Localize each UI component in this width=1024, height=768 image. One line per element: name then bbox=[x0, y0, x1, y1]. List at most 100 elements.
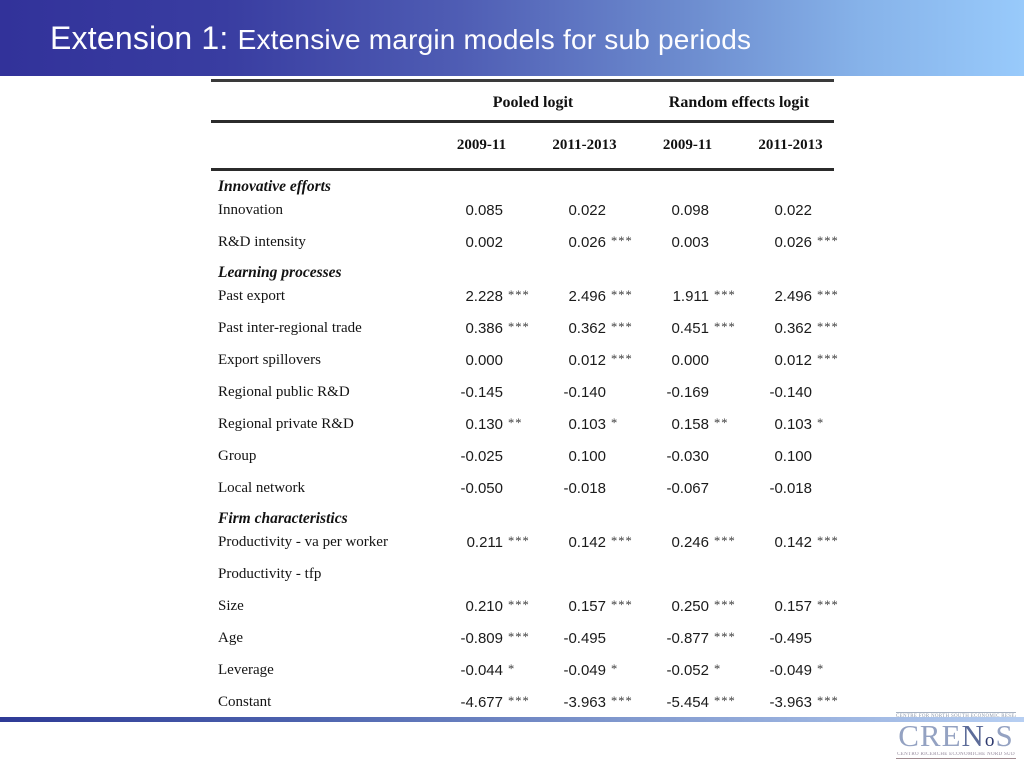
table-section-row: Learning processes bbox=[211, 258, 842, 280]
crenos-logo-cre: CRE bbox=[898, 718, 962, 753]
cell-value: -0.067 bbox=[666, 479, 709, 497]
row-label: Innovation bbox=[218, 201, 283, 218]
row-label: Past export bbox=[218, 287, 286, 304]
cell-value: 2.228 bbox=[465, 287, 503, 305]
cell-significance: ** bbox=[508, 415, 523, 430]
cell-value: 0.142 bbox=[774, 533, 812, 551]
cell-value: -0.145 bbox=[460, 383, 503, 401]
cell-significance: * bbox=[817, 661, 825, 676]
cell-significance: *** bbox=[817, 533, 839, 548]
slide-title: Extension 1: Extensive margin models for… bbox=[0, 20, 751, 57]
cell-value: 0.210 bbox=[465, 597, 503, 615]
cell-value: 1.911 bbox=[672, 287, 709, 305]
cell-value: 0.003 bbox=[671, 233, 709, 251]
cell-significance: *** bbox=[508, 287, 530, 302]
cell-significance: *** bbox=[714, 693, 736, 708]
table-row: Leverage -0.044 * -0.049 * -0.052 * -0.049 * bbox=[211, 654, 842, 686]
cell-significance: *** bbox=[817, 351, 839, 366]
section-label: Innovative efforts bbox=[218, 177, 331, 195]
cell-value: -0.030 bbox=[666, 447, 709, 465]
cell-significance: *** bbox=[611, 287, 633, 302]
cell-value: -0.140 bbox=[769, 383, 812, 401]
cell-value: 0.085 bbox=[465, 201, 503, 219]
cell-significance: * bbox=[817, 415, 825, 430]
cell-significance: *** bbox=[611, 351, 633, 366]
cell-value: 0.026 bbox=[774, 233, 812, 251]
table-row: Export spillovers 0.000 0.012 *** 0.000 0.012… bbox=[211, 344, 842, 376]
cell-value: 0.157 bbox=[774, 597, 812, 615]
cell-value: -5.454 bbox=[666, 693, 709, 711]
table-row: Age -0.809 *** -0.495 -0.877 *** -0.495 bbox=[211, 622, 842, 654]
row-label: Regional public R&D bbox=[218, 383, 350, 400]
row-label: Leverage bbox=[218, 661, 274, 678]
cell-value: 0.026 bbox=[568, 233, 606, 251]
table-row: Local network -0.050 -0.018 -0.067 -0.018 bbox=[211, 472, 842, 504]
table-row: Innovation 0.085 0.022 0.098 0.022 bbox=[211, 194, 842, 226]
crenos-logo-top-text: CENTRE FOR NORTH SOUTH ECONOMIC RESEARCH bbox=[896, 712, 1016, 719]
cell-value: 0.362 bbox=[774, 319, 812, 337]
cell-significance: *** bbox=[817, 693, 839, 708]
row-label: Size bbox=[218, 597, 244, 614]
crenos-logo-wordmark: CRENoS bbox=[896, 720, 1016, 751]
cell-value: -0.025 bbox=[460, 447, 503, 465]
cell-value: 0.100 bbox=[568, 447, 606, 465]
cell-value: 0.000 bbox=[465, 351, 503, 369]
cell-significance: *** bbox=[508, 629, 530, 644]
column-header: 2009-11 bbox=[662, 137, 713, 153]
cell-value: -0.018 bbox=[769, 479, 812, 497]
cell-value: -0.809 bbox=[460, 629, 503, 647]
crenos-logo-n: N bbox=[961, 718, 985, 753]
cell-significance: *** bbox=[508, 533, 530, 548]
table-row: R&D intensity 0.002 0.026 *** 0.003 0.026 *** bbox=[211, 226, 842, 258]
slide-title-prefix: Extension 1: bbox=[50, 19, 238, 56]
row-label: Past inter-regional trade bbox=[218, 319, 362, 336]
cell-significance: * bbox=[508, 661, 516, 676]
table-body: Innovative efforts Innovation 0.085 0.022 0.… bbox=[211, 171, 842, 718]
table-subheader-rule bbox=[211, 168, 834, 171]
cell-value: 0.012 bbox=[568, 351, 606, 369]
cell-value: 0.211 bbox=[466, 533, 503, 551]
cell-significance: *** bbox=[714, 629, 736, 644]
cell-value: -0.018 bbox=[563, 479, 606, 497]
row-label: Group bbox=[218, 447, 257, 464]
table-row: Productivity - tfp bbox=[211, 558, 842, 590]
cell-value: 0.002 bbox=[465, 233, 503, 251]
row-label: Regional private R&D bbox=[218, 415, 354, 432]
cell-value: -4.677 bbox=[460, 693, 503, 711]
cell-value: -0.050 bbox=[460, 479, 503, 497]
cell-significance: *** bbox=[817, 287, 839, 302]
cell-value: 0.142 bbox=[568, 533, 606, 551]
column-header: 2011-2013 bbox=[758, 137, 823, 153]
column-header: 2009-11 bbox=[456, 137, 507, 153]
cell-value: 0.158 bbox=[671, 415, 709, 433]
cell-significance: *** bbox=[817, 597, 839, 612]
cell-significance: *** bbox=[611, 233, 633, 248]
table-section-row: Innovative efforts bbox=[211, 171, 842, 194]
table-row: Past inter-regional trade 0.386 *** 0.362 **… bbox=[211, 312, 842, 344]
row-label: Constant bbox=[218, 693, 272, 710]
cell-value: 0.022 bbox=[774, 201, 812, 219]
group-header-random-effects-logit: Random effects logit bbox=[668, 94, 810, 111]
cell-value: -0.495 bbox=[769, 629, 812, 647]
table-row: Group -0.025 0.100 -0.030 0.100 bbox=[211, 440, 842, 472]
cell-value: 0.098 bbox=[671, 201, 709, 219]
crenos-logo: CENTRE FOR NORTH SOUTH ECONOMIC RESEARCH… bbox=[896, 712, 1016, 759]
row-label: Productivity - tfp bbox=[218, 565, 322, 582]
table-section-row: Firm characteristics bbox=[211, 504, 842, 526]
column-header: 2011-2013 bbox=[552, 137, 617, 153]
cell-value: 2.496 bbox=[568, 287, 606, 305]
cell-value: 0.386 bbox=[465, 319, 503, 337]
section-label: Learning processes bbox=[218, 263, 342, 281]
slide-title-rest: Extensive margin models for sub periods bbox=[237, 23, 752, 55]
group-header-pooled-logit: Pooled logit bbox=[492, 94, 574, 111]
cell-value: 0.130 bbox=[465, 415, 503, 433]
cell-value: -0.877 bbox=[666, 629, 709, 647]
table-group-header-row: Pooled logit Random effects logit bbox=[211, 88, 842, 118]
cell-value: -0.049 bbox=[769, 661, 812, 679]
cell-value: 0.246 bbox=[671, 533, 709, 551]
cell-value: -0.495 bbox=[563, 629, 606, 647]
section-label: Firm characteristics bbox=[218, 509, 348, 527]
cell-value: -0.052 bbox=[666, 661, 709, 679]
cell-significance: *** bbox=[611, 533, 633, 548]
